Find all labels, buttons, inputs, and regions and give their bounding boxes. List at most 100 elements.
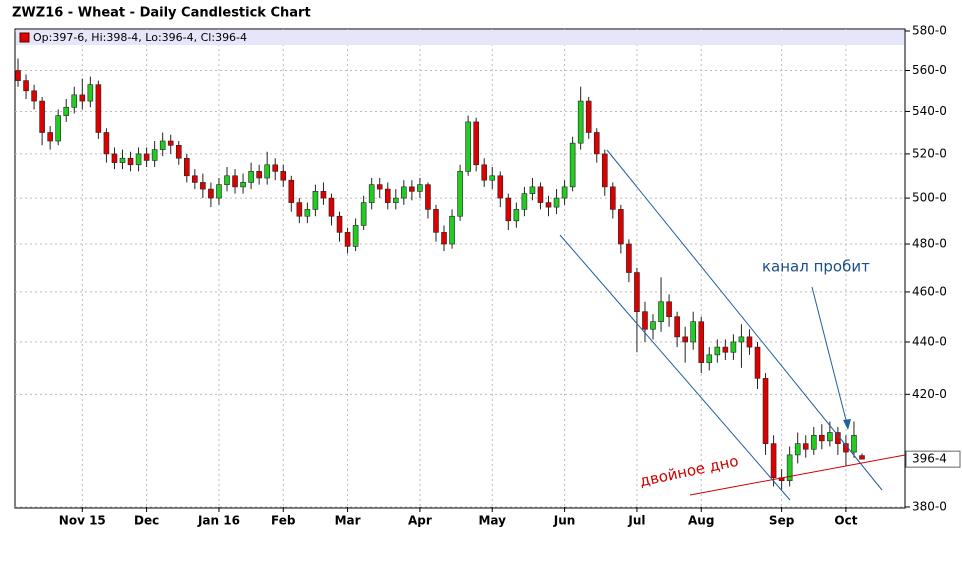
- x-tick-label: Jul: [627, 514, 645, 528]
- y-tick-label: 500-0: [912, 191, 947, 205]
- candle-body: [642, 311, 648, 330]
- candle-body: [272, 164, 279, 172]
- candle-body: [103, 132, 110, 155]
- candle-body: [802, 443, 809, 450]
- candle-body: [192, 175, 198, 183]
- y-tick-label: 420-0: [912, 387, 947, 401]
- candle-body: [280, 171, 287, 181]
- candle-body: [15, 70, 21, 81]
- candle-body: [200, 182, 206, 190]
- legend-text: Op:397-6, Hi:398-4, Lo:396-4, Cl:396-4: [33, 31, 247, 44]
- candle-body: [593, 132, 600, 155]
- candle-body: [31, 90, 37, 102]
- candle-body: [256, 171, 262, 179]
- candle-body: [47, 132, 53, 142]
- candle-body: [441, 232, 447, 245]
- candle-body: [626, 243, 632, 273]
- x-tick-label: Mar: [335, 514, 361, 528]
- candle-body: [754, 346, 761, 379]
- candle-body: [545, 202, 552, 208]
- candle-body: [232, 175, 238, 188]
- candle-body: [746, 336, 753, 348]
- candle-body: [810, 434, 817, 450]
- candle-body: [288, 179, 295, 203]
- candle-body: [449, 215, 455, 245]
- channel-upper: [606, 149, 883, 491]
- candle-body: [827, 432, 833, 442]
- last-price-box: [905, 450, 961, 468]
- candle-body: [425, 184, 431, 210]
- arrow-head: [843, 419, 851, 430]
- candle-body: [352, 225, 359, 247]
- candle-body: [184, 157, 190, 177]
- candle-body: [111, 153, 118, 163]
- x-tick-label: Jan 16: [197, 514, 240, 528]
- x-tick-label: Feb: [271, 514, 296, 528]
- legend-swatch: [19, 32, 30, 43]
- candle-body: [650, 321, 656, 330]
- x-tick-label: Aug: [688, 514, 714, 528]
- candle-body: [55, 115, 61, 142]
- candle-body: [634, 272, 640, 312]
- candle-body: [224, 175, 230, 185]
- y-tick-label: 540-0: [912, 104, 947, 118]
- x-tick-label: Sep: [769, 514, 795, 528]
- candle-body: [658, 301, 664, 322]
- candle-body: [569, 142, 576, 188]
- candle-body: [513, 209, 520, 222]
- candle-body: [481, 164, 488, 181]
- candle-body: [770, 443, 777, 479]
- y-tick-label: 480-0: [912, 237, 947, 251]
- candle-body: [39, 100, 45, 133]
- candle-body: [63, 106, 70, 116]
- candle-body: [666, 301, 672, 317]
- candle-body: [585, 100, 592, 133]
- x-tick-label: Nov 15: [59, 514, 106, 528]
- channel-lower: [559, 234, 791, 501]
- candle-body: [135, 153, 142, 166]
- candle-body: [762, 378, 769, 444]
- candle-body: [264, 164, 270, 179]
- candle-body: [851, 434, 857, 453]
- x-tick-label: May: [478, 514, 506, 528]
- grid: [15, 29, 905, 508]
- candle-body: [505, 197, 512, 222]
- candle-body: [23, 80, 29, 92]
- arrow-line: [811, 286, 849, 429]
- annotation: канал пробит: [762, 258, 870, 276]
- candle-body: [216, 184, 222, 199]
- candle-body: [706, 354, 713, 363]
- candle-body: [698, 321, 705, 363]
- y-tick-label: 460-0: [912, 284, 947, 298]
- candle-body: [175, 144, 182, 159]
- info-band: [16, 30, 904, 45]
- y-tick-label: 560-0: [912, 63, 947, 77]
- candle-body: [376, 184, 383, 190]
- candle-body: [143, 153, 150, 161]
- y-tick-label: 380-0: [912, 500, 947, 514]
- candle-body: [601, 153, 608, 188]
- candle-body: [489, 175, 496, 181]
- candle-body: [336, 215, 343, 233]
- candle-body: [457, 171, 463, 217]
- candle-body: [794, 443, 801, 456]
- candle-body: [529, 186, 536, 194]
- candle-body: [344, 232, 351, 247]
- x-tick-label: Oct: [834, 514, 857, 528]
- candle-body: [553, 197, 560, 208]
- y-tick-label: 440-0: [912, 334, 947, 348]
- candle-body: [95, 84, 102, 133]
- candle-body: [618, 209, 624, 245]
- candle-body: [473, 121, 479, 166]
- candle-body: [167, 140, 174, 146]
- candle-body: [151, 149, 158, 161]
- candle-body: [87, 84, 94, 102]
- candle-body: [714, 346, 721, 356]
- candle-body: [304, 209, 311, 217]
- candle-body: [465, 121, 471, 172]
- x-tick-label: Dec: [134, 514, 159, 528]
- candle-body: [722, 346, 729, 353]
- candle-body: [360, 202, 367, 226]
- candle-body: [819, 434, 825, 442]
